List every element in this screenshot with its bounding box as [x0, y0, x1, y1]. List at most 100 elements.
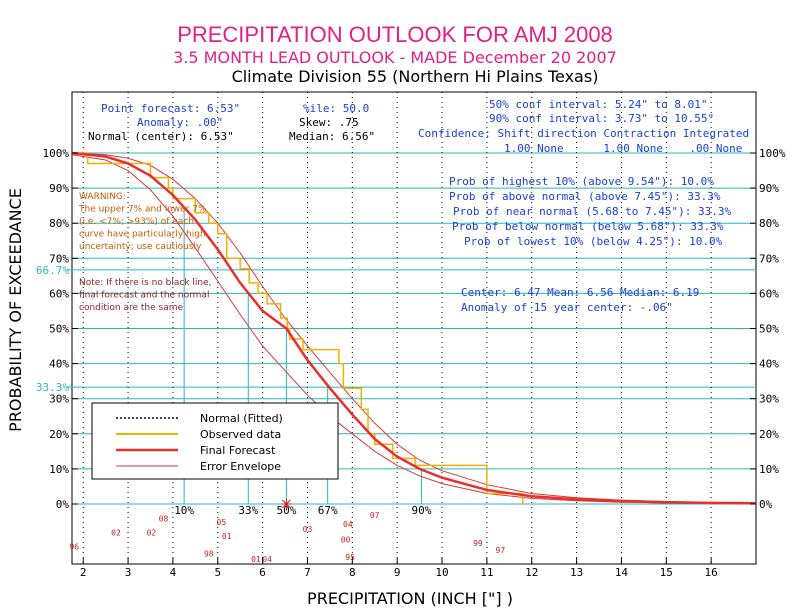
x-tick-label: 10: [435, 566, 448, 579]
y-tick-label-left: 80%: [49, 217, 69, 230]
year-label: 01: [222, 532, 232, 541]
year-label: 98: [204, 550, 214, 559]
year-label: 00: [341, 536, 351, 545]
year-label: 04: [343, 520, 353, 529]
year-label: 96: [69, 543, 79, 552]
year-label: 99: [473, 539, 483, 548]
percentile-label: 33%: [238, 504, 258, 517]
year-label: 07: [370, 511, 380, 520]
x-tick-label: 12: [525, 566, 538, 579]
confidence-header-text: Confidence: Shift direction Contraction …: [418, 127, 749, 140]
year-label: 97: [496, 546, 506, 555]
chart-subtitle: 3.5 MONTH LEAD OUTLOOK - MADE December 2…: [173, 48, 617, 67]
x-tick-label: 11: [480, 566, 493, 579]
probability-line: Prob of lowest 10% (below 4.25"): 10.0%: [464, 235, 723, 248]
x-tick-label: 4: [170, 566, 177, 579]
warning-line: (i.e. <7%; >93%) of each: [79, 217, 194, 227]
observed-data-line: [72, 152, 524, 504]
year-label: 08: [159, 515, 169, 524]
percentile-label: 90%: [411, 504, 431, 517]
y-tick-label-left: 100%: [43, 147, 70, 160]
percentile-label: 50%: [276, 504, 296, 517]
probability-line: Prob of near normal (5.68 to 7.45"): 33.…: [453, 205, 732, 218]
x-tick-label: 5: [214, 566, 221, 579]
warning-note: WARNING: The upper 7% and lower 7% (i.e. <…: [78, 192, 207, 252]
x-tick-label: 8: [349, 566, 356, 579]
black-line-note: Note: If there is no black line, final fo…: [79, 278, 212, 313]
ile-text: %ile: 50.0: [303, 102, 369, 115]
y-tick-label-right: 10%: [759, 463, 779, 476]
warning-line: WARNING:: [79, 192, 126, 202]
final-forecast-line: [71, 151, 757, 505]
y-tick-label-right: 90%: [759, 182, 779, 195]
warning-line: uncertainty; use cautiously: [79, 242, 202, 252]
note-line: final forecast and the normal: [79, 291, 209, 301]
percentile-label: 67%: [318, 504, 338, 517]
grid-layer: [67, 92, 756, 564]
probability-line: Prob of above normal (above 7.45"): 33.3…: [449, 190, 721, 203]
y-tick-label-left: 40%: [49, 358, 69, 371]
normal-center-text: Normal (center): 6.53": [88, 130, 234, 143]
ticks-layer: 0% 0% 10% 10% 20% 20% 30% 30% 40% 40% 50% 50% 60% 60%…: [36, 147, 786, 579]
legend-final-label: Final Forecast: [200, 444, 276, 457]
chart-title: PRECIPITATION OUTLOOK FOR AMJ 2008: [177, 22, 613, 47]
marker-stroke: [282, 499, 291, 509]
y-tick-label-right: 100%: [759, 147, 786, 160]
x-tick-label: 15: [660, 566, 673, 579]
tercile-y-label: 66.7%: [36, 264, 69, 277]
x-tick-label: 7: [304, 566, 311, 579]
y-tick-label-left: 20%: [49, 428, 69, 441]
year-label: 95: [345, 553, 355, 562]
error-envelope-upper: [71, 152, 757, 504]
climate-division-label: Climate Division 55 (Northern Hi Plains …: [232, 67, 599, 86]
warning-line: curve have particularly high: [79, 230, 206, 240]
y-tick-label-right: 20%: [759, 428, 779, 441]
year-label: 02: [147, 529, 157, 538]
y-tick-label-left: 90%: [49, 182, 69, 195]
x-tick-label: 2: [80, 566, 87, 579]
y-tick-label-left: 0%: [56, 498, 70, 511]
y-tick-label-left: 30%: [49, 393, 69, 406]
anomaly-text: Anomaly: .00": [137, 116, 223, 129]
skew-text: Skew: .75: [299, 116, 359, 129]
note-line: condition are the same: [79, 303, 183, 313]
y-tick-label-right: 30%: [759, 393, 779, 406]
probability-line: Prob of below normal (below 5.68"): 33.3…: [452, 220, 724, 233]
year-label: 01: [251, 555, 261, 564]
y-tick-label-right: 0%: [759, 498, 773, 511]
tercile-y-label: 33.3%: [36, 381, 69, 394]
y-tick-label-left: 10%: [49, 463, 69, 476]
y-axis-title: PROBABILITY OF EXCEEDANCE: [6, 188, 25, 432]
note-line: Note: If there is no black line,: [79, 278, 212, 288]
x-tick-label: 14: [615, 566, 629, 579]
year-label: 04: [262, 555, 272, 564]
legend-normal-label: Normal (Fitted): [200, 412, 283, 425]
percentile-label: 10%: [174, 504, 194, 517]
y-tick-label-left: 70%: [49, 252, 69, 265]
x-tick-label: 13: [570, 566, 583, 579]
legend: Normal (Fitted) Observed data Final Fore…: [91, 402, 339, 480]
median-text: Median: 6.56": [289, 130, 375, 143]
y-tick-label-right: 60%: [759, 287, 779, 300]
year-label: 03: [303, 525, 313, 534]
y-tick-label-right: 40%: [759, 358, 779, 371]
probability-line: Prob of highest 10% (above 9.54"): 10.0%: [449, 175, 714, 188]
conf90-text: 90% conf interval: 3.73" to 10.55": [489, 112, 714, 125]
center-mean-median-text: Center: 6.47 Mean: 6.56 Median: 6.19: [461, 286, 699, 299]
year-label: 05: [217, 518, 227, 527]
warning-line: The upper 7% and lower 7%: [78, 205, 207, 215]
x-axis-title: PRECIPITATION (INCH ["] ): [307, 589, 513, 608]
x-tick-label: 16: [705, 566, 718, 579]
year-label: 02: [111, 529, 121, 538]
conf50-text: 50% conf interval: 5.24" to 8.01": [489, 98, 708, 111]
anomaly-15yr-text: Anomaly of 15 year center: -.06": [461, 301, 673, 314]
stats-block: Point forecast: 6.53" Anomaly: .00" Norm…: [88, 98, 749, 155]
y-tick-label-left: 50%: [49, 323, 69, 336]
legend-envelope-label: Error Envelope: [200, 460, 281, 473]
y-tick-label-right: 70%: [759, 252, 779, 265]
x-tick-label: 6: [259, 566, 266, 579]
error-envelope-lower: [71, 154, 757, 505]
y-tick-label-left: 60%: [49, 287, 69, 300]
